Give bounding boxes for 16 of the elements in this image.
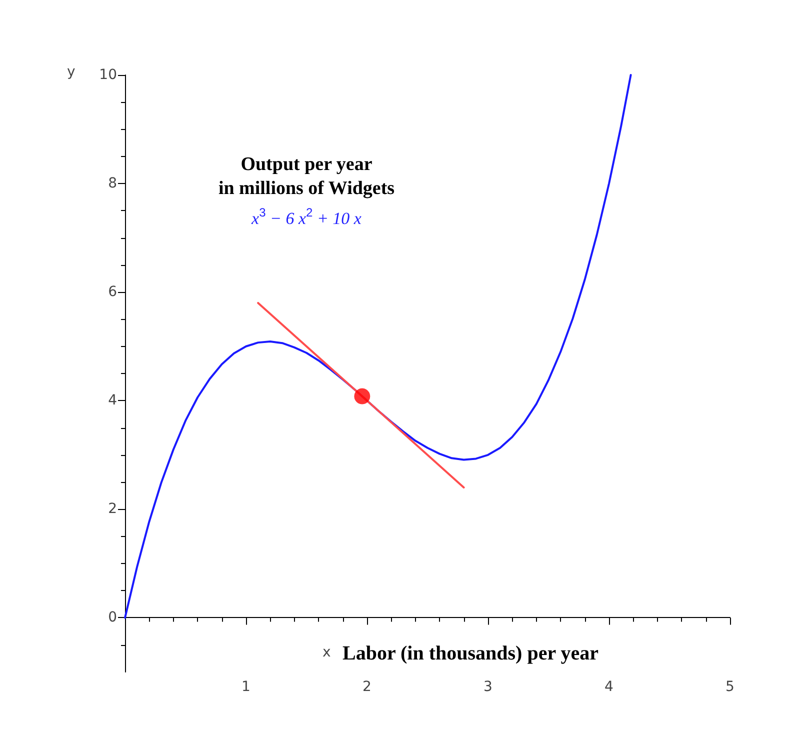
x-tick-label: 1 bbox=[242, 679, 250, 695]
x-tick-label: 4 bbox=[604, 679, 614, 695]
annotation: Output per year in millions of Widgets bbox=[218, 154, 395, 200]
y-tick-label: 0 bbox=[108, 610, 117, 626]
y-tick-label: 6 bbox=[108, 284, 118, 300]
y-tick-label: 2 bbox=[108, 501, 117, 518]
annotation: Labor (in thousands) per year bbox=[342, 642, 599, 665]
x-tick-label: 5 bbox=[726, 679, 734, 695]
x-axis-title: x bbox=[322, 644, 331, 661]
y-axis-title: y bbox=[67, 64, 76, 80]
y-tick-label: 4 bbox=[108, 392, 118, 409]
y-tick-label: 10 bbox=[99, 67, 117, 83]
x-tick-label: 3 bbox=[484, 679, 492, 695]
y-tick-label: 8 bbox=[108, 176, 117, 192]
line-series bbox=[124, 74, 632, 619]
x-tick-label: 2 bbox=[362, 679, 372, 695]
